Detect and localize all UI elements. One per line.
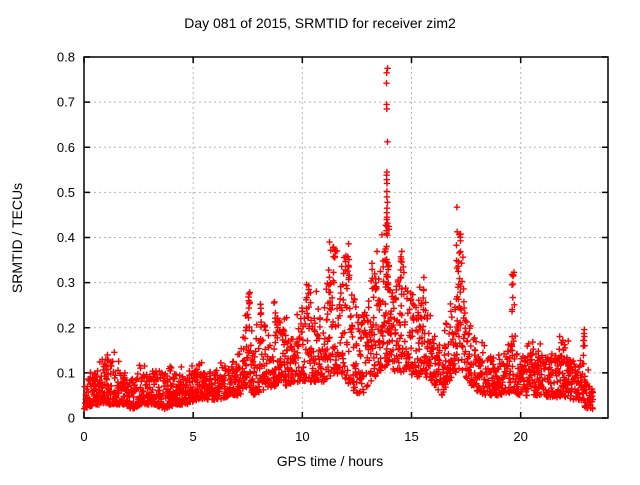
x-tick-label: 20 — [513, 429, 527, 444]
x-axis-tick-labels: 0 5 10 15 20 — [80, 429, 528, 444]
x-tick-label: 5 — [190, 429, 197, 444]
x-axis-label: GPS time / hours — [277, 453, 384, 469]
y-tick-label: 0.1 — [57, 365, 75, 380]
y-axis-label: SRMTID / TECUs — [9, 183, 25, 293]
x-tick-label: 0 — [80, 429, 87, 444]
y-tick-label: 0.8 — [57, 50, 75, 65]
y-tick-label: 0.2 — [57, 320, 75, 335]
y-tick-label: 0.7 — [57, 95, 75, 110]
x-tick-label: 15 — [404, 429, 418, 444]
scatter-points-srmtid — [81, 65, 596, 413]
y-tick-label: 0.6 — [57, 140, 75, 155]
chart-title: Day 081 of 2015, SRMTID for receiver zim… — [184, 15, 456, 31]
y-tick-label: 0.4 — [57, 230, 75, 245]
y-axis-tick-labels: 0 0.1 0.2 0.3 0.4 0.5 0.6 0.7 0.8 — [57, 50, 75, 426]
y-tick-label: 0.3 — [57, 275, 75, 290]
y-tick-label: 0.5 — [57, 185, 75, 200]
data-point-markers — [81, 65, 596, 413]
x-tick-label: 10 — [295, 429, 309, 444]
y-tick-label: 0 — [68, 411, 75, 426]
grid-lines — [84, 57, 608, 418]
